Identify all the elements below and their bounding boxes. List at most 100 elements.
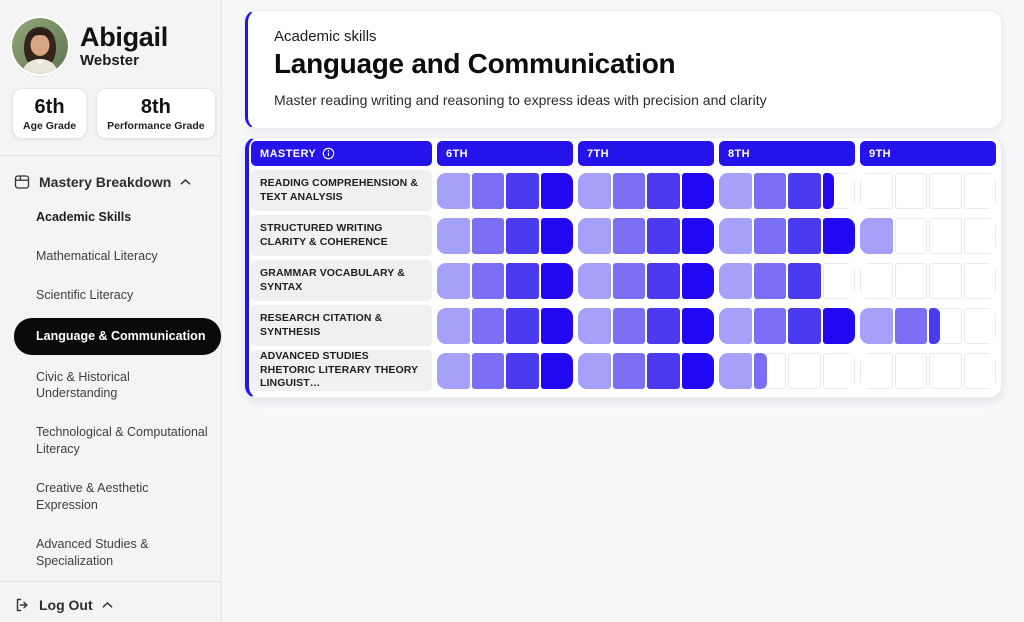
grade-badges: 6th Age Grade 8th Performance Grade [0, 86, 221, 155]
mastery-segment-fill [822, 307, 855, 344]
mastery-bar-group-8th [719, 307, 855, 344]
sidebar-item-scientific-literacy[interactable]: Scientific Literacy [36, 287, 134, 302]
mastery-segment-fill [788, 172, 821, 209]
mastery-segment-fill [788, 217, 821, 254]
mastery-segment [612, 262, 645, 299]
header-eyebrow: Academic skills [274, 28, 377, 45]
sidebar-item-civic-historical-understanding[interactable]: Civic & Historical Understanding [36, 369, 130, 401]
grade-column-label: 7TH [587, 147, 609, 160]
mastery-segment-fill [894, 307, 927, 344]
mastery-segment-fill [540, 307, 573, 344]
mastery-segment-fill [578, 352, 611, 389]
mastery-segment [963, 262, 996, 299]
mastery-breakdown-header[interactable]: Mastery Breakdown [0, 174, 221, 190]
mastery-segment-fill [578, 307, 611, 344]
mastery-segment [822, 307, 855, 344]
sidebar-item-academic-skills[interactable]: Academic Skills [36, 210, 132, 224]
mastery-segment [540, 352, 573, 389]
mastery-header-cell: MASTERY [251, 141, 432, 166]
logout-chevron-up-icon [102, 601, 113, 609]
mastery-segment-fill [860, 307, 893, 344]
mastery-segment [719, 172, 752, 209]
mastery-segment [578, 217, 611, 254]
mastery-bar-group-8th [719, 352, 855, 389]
mastery-segment [471, 307, 504, 344]
mastery-segment-fill [753, 217, 786, 254]
mastery-segment-fill [753, 307, 786, 344]
mastery-segment-fill [437, 172, 470, 209]
mastery-segment-fill [719, 307, 752, 344]
mastery-segment [822, 217, 855, 254]
mastery-segment-fill [471, 217, 504, 254]
sidebar-item-language-communication[interactable]: Language & Communication [14, 317, 221, 355]
mastery-segment [506, 307, 539, 344]
grade-column-header-7th: 7TH [578, 141, 714, 166]
mastery-segment [471, 217, 504, 254]
mastery-segment-fill [647, 262, 680, 299]
mastery-segment [540, 262, 573, 299]
grade-column-header-9th: 9TH [860, 141, 996, 166]
mastery-segment [860, 217, 893, 254]
mastery-segment [822, 352, 855, 389]
mastery-segment-fill [612, 217, 645, 254]
mastery-bar-group-6th [437, 217, 573, 254]
mastery-bar-group-6th [437, 172, 573, 209]
mastery-table-card: MASTERY 6TH 7TH 8TH 9TH READING COMPREHENSION… [245, 137, 1002, 398]
mastery-segment-fill [647, 172, 680, 209]
mastery-segment [788, 262, 821, 299]
info-icon[interactable] [322, 147, 335, 160]
table-icon [14, 175, 30, 189]
mastery-bar-group-7th [578, 262, 714, 299]
mastery-segment-fill [471, 307, 504, 344]
mastery-segment [437, 217, 470, 254]
mastery-segment [788, 352, 821, 389]
mastery-segment [578, 262, 611, 299]
mastery-segment-fill [612, 352, 645, 389]
mastery-segment [681, 352, 714, 389]
mastery-row-label-research-citation-synthesis: RESEARCH CITATION & SYNTHESIS [251, 305, 432, 346]
mastery-segment [753, 262, 786, 299]
mastery-segment-fill [471, 352, 504, 389]
mastery-segment [963, 352, 996, 389]
mastery-segment-fill [753, 172, 786, 209]
page-title: Language and Communication [274, 48, 676, 79]
mastery-segment [578, 172, 611, 209]
mastery-segment [647, 217, 680, 254]
mastery-segment-fill [860, 217, 893, 254]
mastery-segment [647, 172, 680, 209]
performance-grade-label: Performance Grade [107, 120, 205, 132]
mastery-bar-group-7th [578, 172, 714, 209]
mastery-segment [437, 262, 470, 299]
logout-button[interactable]: Log Out [0, 580, 221, 622]
mastery-segment [963, 217, 996, 254]
mastery-segment [681, 307, 714, 344]
mastery-segment [612, 307, 645, 344]
mastery-bar-group-9th [860, 262, 996, 299]
mastery-segment-fill [612, 262, 645, 299]
mastery-segment-fill [719, 262, 752, 299]
mastery-header-label: MASTERY [260, 147, 317, 160]
mastery-segment-fill [681, 352, 714, 389]
grade-column-header-6th: 6TH [437, 141, 573, 166]
mastery-bar-group-9th [860, 307, 996, 344]
sidebar-item-creative-aesthetic-expression[interactable]: Creative & Aesthetic Expression [36, 481, 149, 512]
mastery-segment-fill [929, 307, 941, 344]
page-subtitle: Master reading writing and reasoning to … [274, 92, 767, 108]
mastery-segment [647, 307, 680, 344]
sidebar-item-advanced-studies-specialization[interactable]: Advanced Studies & Specialization [36, 536, 149, 568]
mastery-row-label-structured-writing-clarity-coherence: STRUCTURED WRITING CLARITY & COHERENCE [251, 215, 432, 256]
sidebar-item-mathematical-literacy[interactable]: Mathematical Literacy [36, 248, 158, 263]
mastery-segment-fill [540, 352, 573, 389]
logout-label: Log Out [39, 596, 93, 613]
mastery-segment [540, 172, 573, 209]
mastery-segment-fill [506, 352, 539, 389]
mastery-segment [929, 307, 962, 344]
mastery-segment [437, 307, 470, 344]
mastery-bar-group-7th [578, 217, 714, 254]
mastery-segment-fill [753, 352, 767, 389]
mastery-segment [540, 307, 573, 344]
sidebar-item-technological-computational-literacy[interactable]: Technological & Computational Literacy [36, 425, 208, 457]
mastery-segment-fill [437, 307, 470, 344]
mastery-segment [719, 307, 752, 344]
grade-column-label: 8TH [728, 147, 750, 160]
